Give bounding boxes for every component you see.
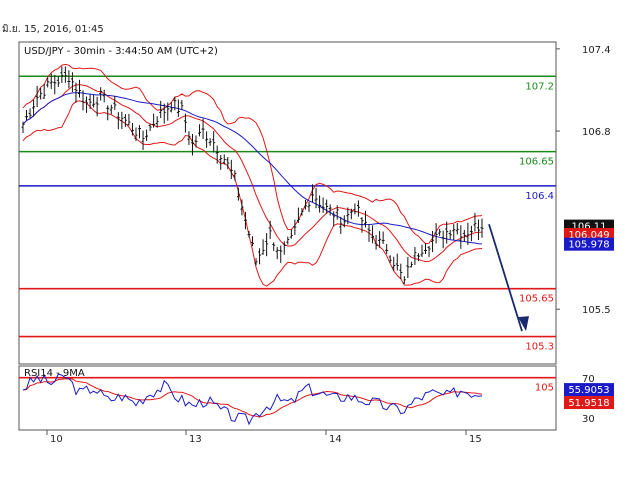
datetime-label: มิ.ย. 15, 2016, 01:45	[2, 24, 104, 35]
blue-ma	[22, 92, 483, 245]
price-bars	[21, 66, 484, 284]
chart-title: USD/JPY - 30min - 3:44:50 AM (UTC+2)	[24, 46, 218, 57]
rsi-tag	[564, 383, 614, 397]
chart-frame	[18, 41, 557, 431]
rsi-line	[22, 373, 483, 426]
forecast-arrow	[488, 223, 523, 332]
level-lines: 107.2 106.65 106.4 105.65 105.3 105	[19, 75, 556, 394]
rsi-ma-line	[22, 378, 483, 418]
time-tick-label: 14	[329, 434, 342, 445]
time-tick-label: 10	[50, 434, 63, 445]
price-tick-label: 106.8	[582, 127, 611, 138]
bollinger-bands	[22, 63, 529, 332]
price-tag-label: 106.11	[572, 222, 607, 233]
level-label: 106.4	[525, 191, 554, 202]
price-tag-label: 106.049	[568, 230, 609, 241]
price-tag	[564, 237, 614, 251]
date-bar: มิ.ย. 15, 2016, 01:45	[0, 0, 631, 36]
rsi-tag-label: 55.9053	[568, 385, 609, 396]
upper-band	[22, 63, 483, 245]
rsi-tag	[564, 396, 614, 410]
rsi-tick-label: 70	[582, 374, 595, 385]
price-tick-label: 105.5	[582, 305, 611, 316]
middle-band	[22, 83, 483, 263]
price-tag-label: 105.978	[568, 240, 609, 251]
price-panel-border	[18, 41, 557, 365]
time-tick-label: 13	[189, 434, 202, 445]
lower-band	[22, 100, 483, 287]
rsi-tag-label: 51.9518	[568, 398, 609, 409]
rsi-label: RSI14 - 9MA	[24, 368, 85, 379]
level-label: 107.2	[525, 81, 554, 92]
level-label: 106.65	[519, 157, 554, 168]
rsi-tick-label: 30	[582, 414, 595, 425]
level-label: 105.3	[525, 342, 554, 353]
time-tick-label: 15	[469, 434, 482, 445]
level-label: 105	[535, 383, 554, 394]
level-label: 105.65	[519, 294, 554, 305]
rsi-panel-border	[18, 365, 557, 431]
price-tick-label: 107.4	[582, 45, 611, 56]
time-axis: 10 13 14 15	[46, 430, 482, 445]
forecast-arrow-head	[518, 316, 529, 332]
